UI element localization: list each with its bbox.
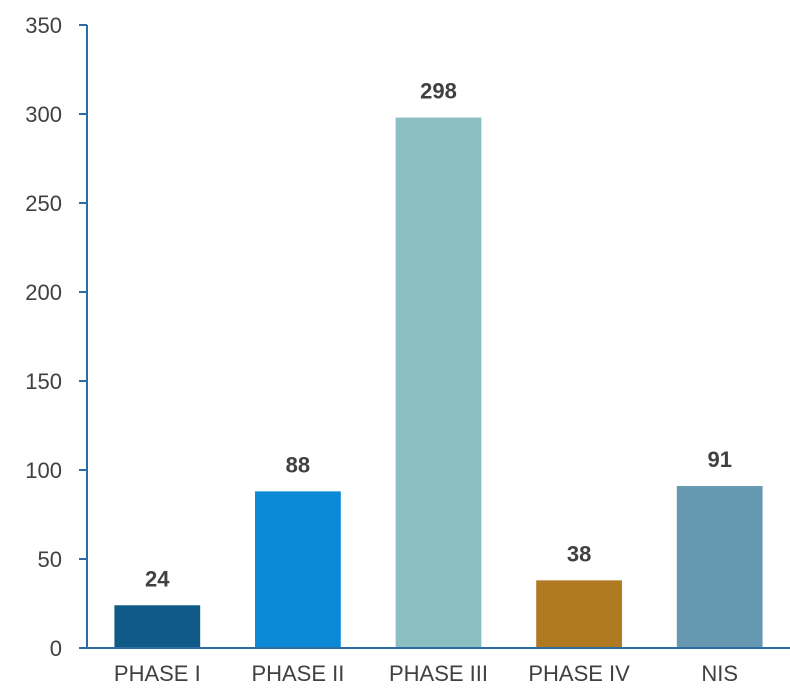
data-label: 298 [420, 79, 457, 104]
y-tick-label: 300 [25, 102, 62, 127]
category-label: NIS [701, 661, 738, 686]
y-tick-label: 0 [50, 636, 62, 661]
y-tick-label: 250 [25, 191, 62, 216]
category-label: PHASE III [389, 661, 488, 686]
bar [255, 491, 341, 648]
data-label: 38 [567, 541, 591, 566]
category-label: PHASE IV [528, 661, 630, 686]
bar [676, 486, 763, 648]
data-label: 24 [145, 566, 170, 591]
bar [536, 580, 622, 648]
data-label: 91 [707, 447, 731, 472]
bar [395, 117, 482, 648]
y-tick-label: 200 [25, 280, 62, 305]
category-label: PHASE II [251, 661, 344, 686]
y-axis-ticks: 0 50 100 150 200 250 300 350 [25, 13, 87, 661]
category-labels: PHASE I PHASE II PHASE III PHASE IV NIS [114, 661, 738, 686]
data-label: 88 [286, 452, 310, 477]
bar [114, 605, 201, 648]
category-label: PHASE I [114, 661, 201, 686]
y-tick-label: 100 [25, 458, 62, 483]
data-labels: 24 88 298 38 91 [145, 79, 732, 592]
y-tick-label: 150 [25, 369, 62, 394]
y-tick-label: 50 [38, 547, 62, 572]
y-tick-label: 350 [25, 13, 62, 38]
bars [114, 117, 763, 648]
